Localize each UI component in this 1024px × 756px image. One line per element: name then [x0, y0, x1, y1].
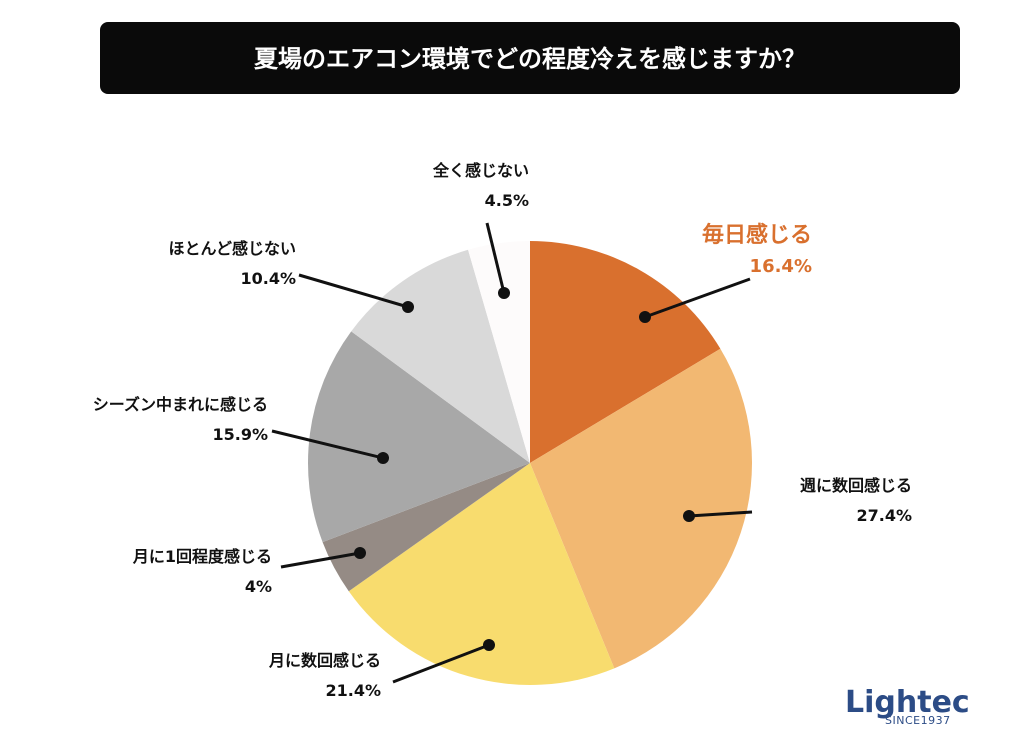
pie-slice-2: [348, 463, 615, 686]
slice-value-2: 21.4%: [325, 681, 381, 700]
slice-label-2: 月に数回感じる: [268, 651, 381, 670]
leader-dot-3: [354, 547, 366, 559]
slice-label-5: ほとんど感じない: [168, 239, 296, 258]
slice-value-5: 10.4%: [240, 269, 296, 288]
slice-label-0: 毎日感じる: [702, 222, 812, 248]
pie-slice-6: [468, 241, 530, 463]
leader-line-2: [392, 643, 490, 684]
leader-dot-6: [498, 287, 510, 299]
slice-value-1: 27.4%: [856, 506, 912, 525]
chart-title: 夏場のエアコン環境でどの程度冷えを感じますか？: [254, 45, 806, 73]
leader-lines: [271, 222, 753, 684]
slice-labels: 毎日感じる 16.4% 週に数回感じる 27.4% 月に数回感じる 21.4% 月に1回程度…: [93, 161, 912, 700]
logo-tagline: SINCE1937: [885, 714, 951, 727]
slice-label-4: シーズン中まれに感じる: [93, 395, 268, 414]
leader-dot-1: [683, 510, 695, 522]
slice-label-6: 全く感じない: [432, 161, 529, 180]
slice-value-0: 16.4%: [750, 256, 812, 277]
leader-dot-2: [483, 639, 495, 651]
pie-slice-0: [530, 241, 721, 463]
title-bar: [100, 22, 960, 94]
slice-value-6: 4.5%: [485, 191, 529, 210]
pie-slice-3: [322, 463, 530, 592]
leader-line-6: [485, 222, 506, 294]
leader-line-0: [644, 277, 751, 319]
leader-dot-5: [402, 301, 414, 313]
slice-label-3: 月に1回程度感じる: [132, 547, 272, 566]
leader-dot-0: [639, 311, 651, 323]
logo-name: Lightec: [845, 685, 970, 720]
pie-slice-4: [308, 331, 530, 543]
slice-label-1: 週に数回感じる: [800, 476, 912, 495]
leader-line-3: [280, 551, 361, 569]
slice-value-3: 4%: [245, 577, 272, 596]
slice-value-4: 15.9%: [212, 425, 268, 444]
leader-line-1: [688, 510, 753, 518]
leader-line-4: [271, 429, 384, 460]
leader-dot-4: [377, 452, 389, 464]
lightec-logo: Lightec SINCE1937: [845, 685, 970, 727]
leader-line-5: [298, 273, 409, 309]
pie-slices: [308, 241, 753, 686]
pie-slice-1: [530, 348, 753, 669]
